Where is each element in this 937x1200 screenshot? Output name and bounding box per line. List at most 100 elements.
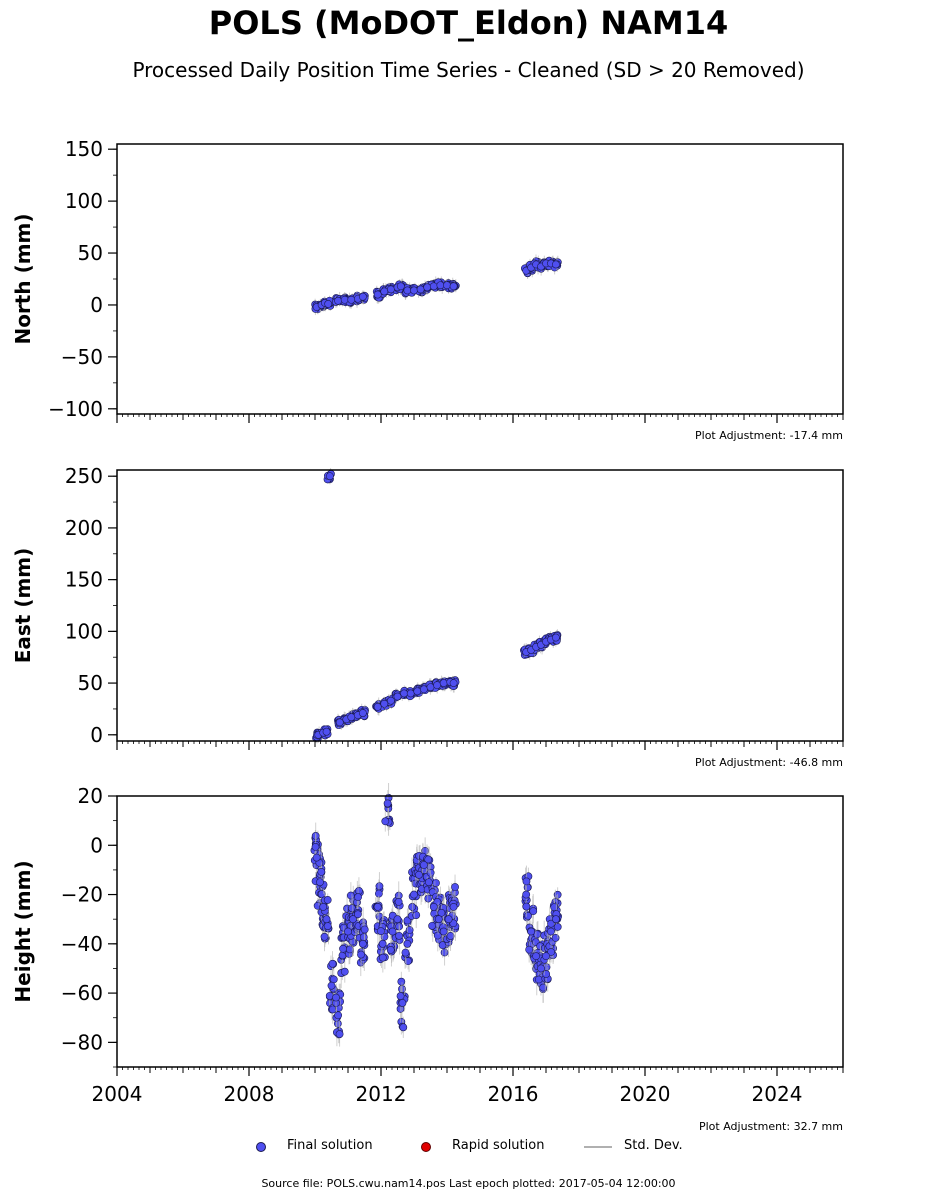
data-point	[534, 975, 543, 984]
data-point	[358, 292, 367, 301]
data-point	[398, 999, 407, 1007]
data-point	[316, 878, 324, 887]
legend-rapid-marker	[421, 1142, 431, 1152]
data-point	[547, 948, 555, 956]
x-tick-label: 2024	[752, 1082, 803, 1106]
data-point	[428, 921, 437, 930]
legend-rapid-label: Rapid solution	[452, 1138, 545, 1153]
y-tick-label: 100	[65, 189, 103, 213]
y-tick-label: 250	[65, 464, 103, 488]
data-point	[436, 281, 445, 290]
data-point	[312, 853, 321, 862]
data-point	[439, 927, 448, 936]
data-point	[432, 879, 440, 887]
data-point	[529, 907, 538, 916]
data-point	[397, 977, 406, 986]
y-axis-label: North (mm)	[11, 213, 35, 344]
data-point	[380, 699, 389, 708]
y-tick-label: 0	[90, 293, 103, 317]
data-point	[349, 915, 357, 924]
data-point	[311, 843, 320, 851]
x-tick-label: 2004	[92, 1082, 143, 1106]
data-point	[386, 696, 395, 705]
data-point	[360, 925, 369, 934]
y-tick-label: 0	[90, 723, 103, 747]
data-point	[416, 285, 425, 294]
data-point	[395, 931, 403, 940]
y-tick-label: 100	[65, 619, 103, 643]
data-point	[339, 944, 347, 953]
data-point	[335, 1030, 344, 1038]
data-point	[335, 718, 344, 727]
data-point	[537, 964, 545, 973]
data-point	[419, 685, 428, 694]
y-tick-label: −100	[48, 397, 103, 421]
data-point	[323, 922, 332, 930]
data-point	[377, 927, 385, 936]
data-point	[434, 915, 443, 924]
data-point	[429, 282, 438, 291]
data-point	[319, 902, 328, 911]
data-point	[406, 689, 415, 698]
data-point	[317, 867, 326, 876]
data-point	[443, 281, 451, 290]
data-point	[419, 861, 428, 869]
data-point	[532, 952, 540, 961]
data-point	[344, 927, 352, 936]
data-point	[325, 472, 334, 481]
data-point	[413, 687, 422, 696]
data-point	[439, 679, 448, 687]
data-point	[412, 911, 421, 919]
plot-adjustment-note: Plot Adjustment: -17.4 mm	[695, 429, 843, 442]
data-point	[423, 283, 432, 292]
data-point	[334, 1011, 342, 1020]
data-point	[449, 282, 458, 291]
data-point	[552, 633, 560, 642]
x-tick-label: 2020	[620, 1082, 671, 1106]
data-point	[552, 915, 560, 924]
data-point	[396, 282, 405, 291]
data-point	[552, 260, 560, 269]
y-tick-label: −50	[61, 345, 103, 369]
data-point	[353, 910, 362, 919]
data-point	[410, 286, 418, 295]
y-tick-label: 150	[65, 568, 103, 592]
chart-title: POLS (MoDOT_Eldon) NAM14	[208, 4, 729, 42]
data-point	[358, 939, 367, 948]
y-tick-label: 200	[65, 516, 103, 540]
legend-stddev-label: Std. Dev.	[624, 1138, 683, 1153]
y-axis-label: Height (mm)	[11, 860, 35, 1002]
data-point	[403, 939, 412, 948]
data-point	[373, 702, 382, 711]
data-point	[327, 981, 336, 990]
data-point	[446, 932, 455, 940]
source-file-note: Source file: POLS.cwu.nam14.pos Last epo…	[261, 1177, 676, 1190]
y-tick-label: 0	[90, 833, 103, 857]
plot-frame	[116, 469, 844, 742]
data-point	[401, 948, 410, 957]
data-point	[388, 927, 397, 936]
data-point	[424, 878, 433, 887]
data-point	[426, 683, 435, 692]
y-tick-label: −60	[61, 981, 103, 1005]
plot-adjustment-note: Plot Adjustment: 32.7 mm	[699, 1120, 843, 1133]
data-point	[415, 870, 423, 879]
data-point	[340, 967, 349, 976]
data-point	[403, 286, 412, 295]
data-point	[553, 923, 562, 931]
data-point	[424, 855, 433, 864]
data-point	[394, 897, 403, 906]
data-point	[359, 933, 368, 942]
data-point	[444, 915, 453, 924]
data-point	[424, 894, 433, 903]
plot-frame	[116, 143, 844, 415]
data-point	[522, 877, 531, 886]
data-point	[449, 679, 458, 687]
data-point	[373, 902, 382, 911]
y-tick-label: −80	[61, 1030, 103, 1054]
data-point	[383, 799, 392, 808]
y-tick-label: 50	[78, 671, 103, 695]
data-point	[386, 285, 395, 294]
data-point	[381, 817, 390, 826]
